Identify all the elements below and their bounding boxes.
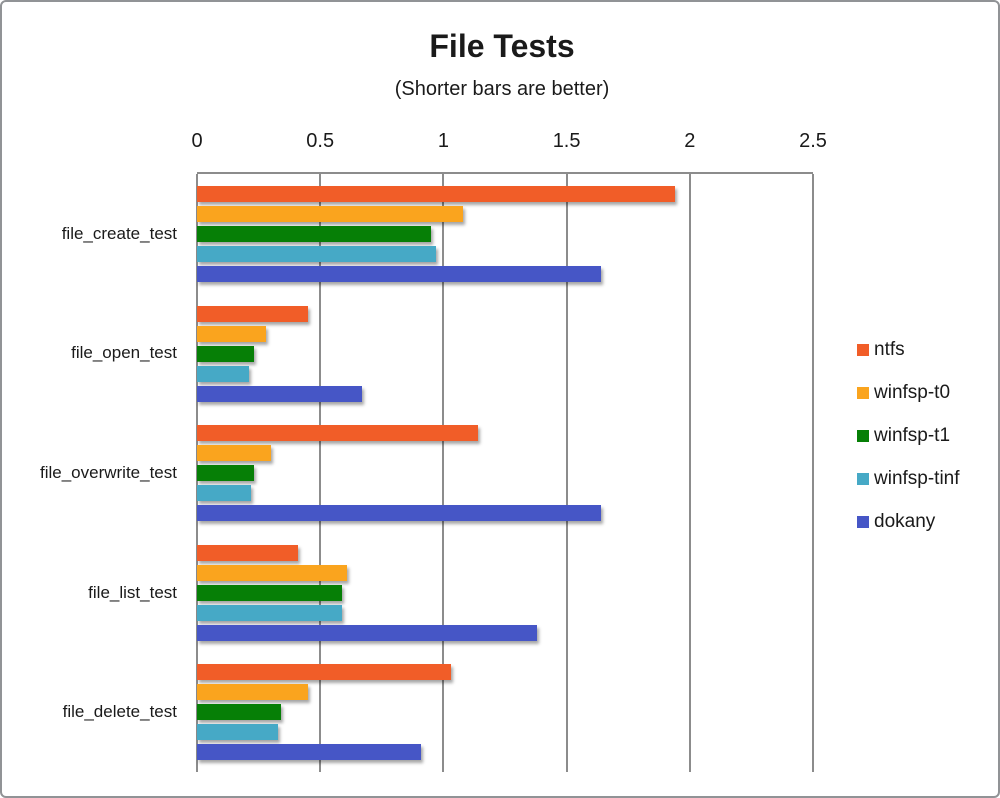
x-tick-label: 0.5 [306,130,335,152]
legend-label: winfsp-tinf [874,468,960,489]
bar-file_overwrite_test-winfsp-t0 [197,445,271,462]
bar-file_list_test-dokany [197,624,538,641]
bar-file_overwrite_test-dokany [197,505,602,522]
bar-file_overwrite_test-winfsp-t1 [197,465,254,482]
plot-area [196,172,814,772]
bar-file_create_test-winfsp-t1 [197,226,432,242]
bar-file_open_test-winfsp-t1 [197,345,254,362]
legend-swatch-winfsp-t1 [857,430,869,442]
x-tick-label: 0 [191,130,203,152]
bar-file_list_test-winfsp-tinf [197,604,343,621]
legend-item-ntfs: ntfs [857,339,905,360]
gridline-x-1 [442,174,445,772]
bar-file_create_test-ntfs [197,186,676,202]
bar-file_open_test-winfsp-t0 [197,325,266,342]
bar-file_open_test-winfsp-tinf [197,365,249,382]
bar-file_create_test-winfsp-t0 [197,206,464,222]
gridline-x-1.5 [565,174,568,772]
x-axis-tick-labels: 0 0.5 1 1.5 2 2.5 [191,130,826,160]
bar-file_delete_test-winfsp-tinf [197,724,279,741]
bar-file_create_test-winfsp-tinf [197,246,436,262]
legend-item-dokany: dokany [857,511,936,532]
legend-label: winfsp-t1 [874,425,951,446]
gridline-x-2 [688,174,691,772]
legend-swatch-winfsp-t0 [857,387,869,399]
bar-file_open_test-ntfs [197,305,308,322]
bar-file_list_test-winfsp-t0 [197,564,348,581]
category-label-file_overwrite_test: file_overwrite_test [39,463,177,482]
bar-file_delete_test-winfsp-t0 [197,684,308,701]
chart-title: File Tests [429,28,575,64]
category-label-file_create_test: file_create_test [61,223,177,243]
legend-swatch-ntfs [857,344,869,356]
legend-item-winfsp-t0: winfsp-t0 [857,382,951,403]
category-label-file_open_test: file_open_test [71,343,177,363]
chart-subtitle: (Shorter bars are better) [394,78,610,100]
legend-swatch-winfsp-tinf [857,473,869,485]
bar-file_list_test-winfsp-t1 [197,584,343,601]
legend-label: dokany [874,511,936,532]
gridline-x-0.5 [319,174,322,772]
legend-item-winfsp-tinf: winfsp-tinf [857,468,960,489]
bar-file_overwrite_test-winfsp-tinf [197,485,252,502]
bar-file_delete_test-winfsp-t1 [197,704,281,721]
x-tick-label: 2.5 [799,130,827,152]
bar-file_delete_test-dokany [197,744,422,761]
x-tick-label: 1 [437,130,449,152]
x-tick-label: 2 [684,130,696,152]
bar-file_delete_test-ntfs [197,664,451,681]
bar-file_overwrite_test-ntfs [197,425,478,442]
category-label-file_list_test: file_list_test [88,582,177,602]
legend-swatch-dokany [857,516,869,528]
x-tick-label: 1.5 [552,130,581,152]
bar-file_list_test-ntfs [197,544,299,561]
gridline-x-2.5 [812,174,814,772]
category-label-file_delete_test: file_delete_test [62,702,177,722]
bar-file_create_test-dokany [197,266,602,282]
legend-item-winfsp-t1: winfsp-t1 [857,425,951,446]
bar-file_open_test-dokany [197,385,363,402]
legend-label: winfsp-t0 [874,382,951,403]
legend-label: ntfs [874,339,905,360]
